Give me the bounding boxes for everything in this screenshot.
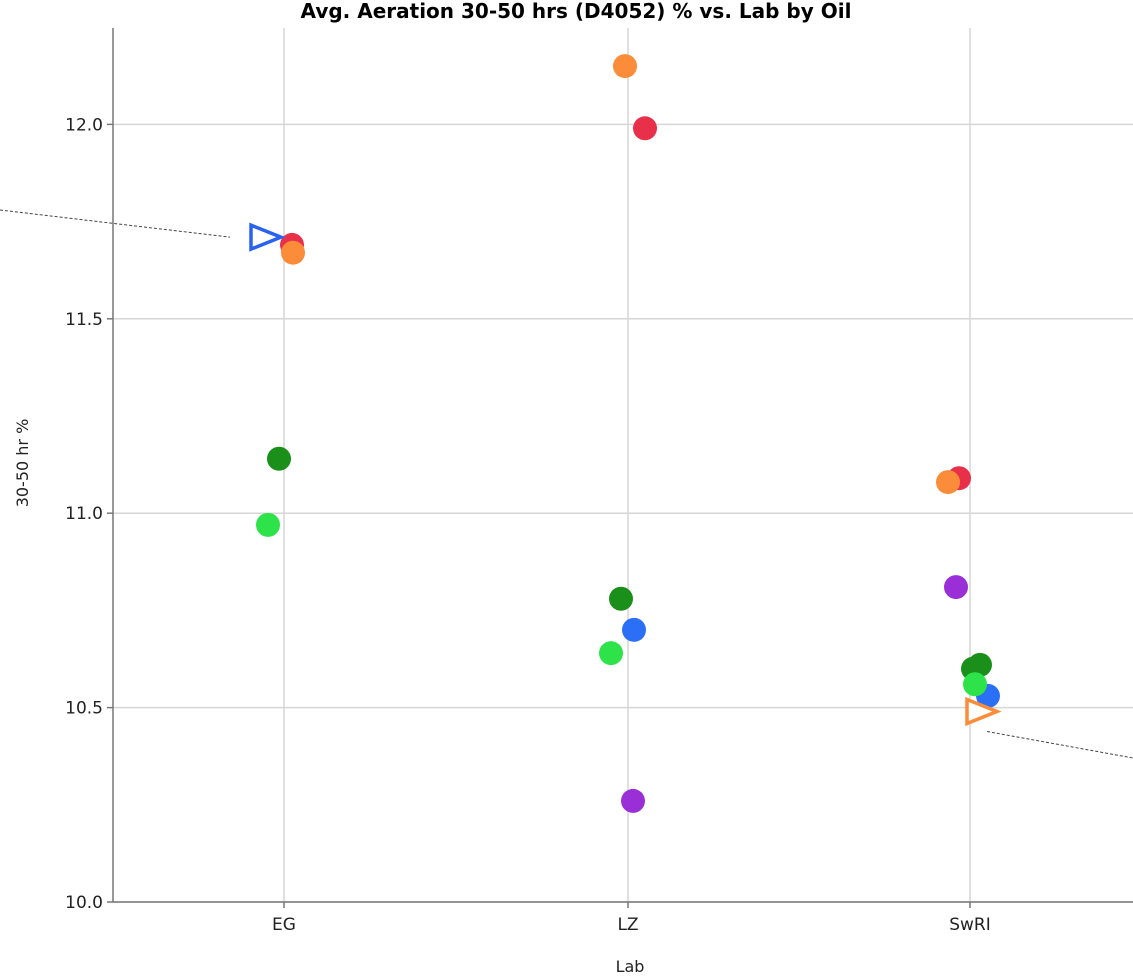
- data-point: [267, 446, 291, 471]
- triangle-marker: [965, 696, 1002, 727]
- x-tick-label: SwRI: [949, 915, 991, 935]
- data-point: [256, 512, 280, 537]
- data-point: [599, 641, 623, 666]
- data-point: [621, 788, 645, 813]
- y-tick-label: 10.5: [65, 699, 103, 719]
- chart-title: Avg. Aeration 30-50 hrs (D4052) % vs. La…: [301, 0, 852, 23]
- x-tick-label: LZ: [617, 915, 638, 935]
- axes: 10.0 10.5 11.0 11.5 12.0 EG LZ SwRI: [65, 28, 1133, 935]
- data-point: [281, 240, 305, 265]
- y-tick-label: 11.5: [65, 310, 103, 330]
- data-point: [633, 116, 657, 141]
- data-point: [936, 470, 960, 495]
- y-tick-label: 12.0: [65, 115, 103, 135]
- x-tick-label: EG: [272, 915, 296, 935]
- grid: [113, 28, 1133, 903]
- data-point: [613, 54, 637, 79]
- data-point: [963, 672, 987, 697]
- y-tick-label: 10.0: [65, 893, 103, 913]
- pointer-line: [0, 209, 231, 238]
- pointer-line: [986, 730, 1133, 759]
- y-axis-label: 30-50 hr %: [13, 419, 32, 508]
- data-points: [249, 54, 1002, 813]
- x-axis-label: Lab: [616, 957, 645, 976]
- data-point: [609, 586, 633, 611]
- data-point: [622, 617, 646, 642]
- data-point: [944, 575, 968, 600]
- triangle-marker: [249, 222, 286, 252]
- y-tick-label: 11.0: [65, 504, 103, 524]
- annotations: [0, 209, 1133, 759]
